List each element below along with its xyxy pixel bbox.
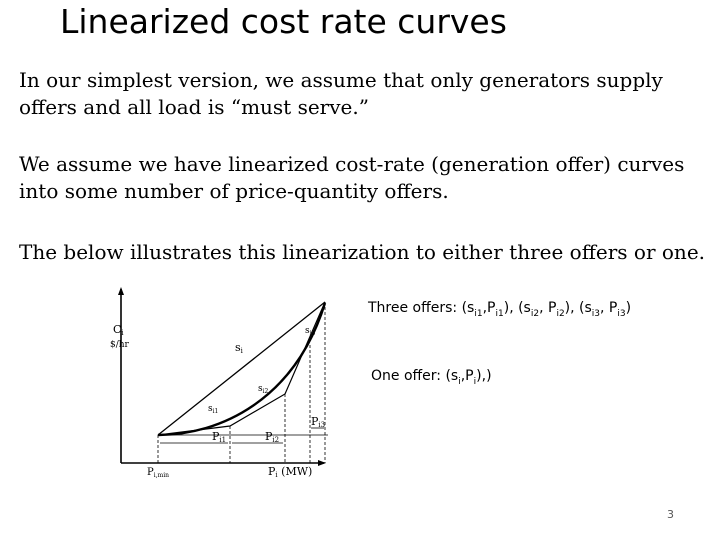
label-si: si <box>235 341 244 355</box>
label-pmin: Pi,min <box>147 467 169 479</box>
label-pi3: Pi3 <box>311 415 325 429</box>
one-offer-line <box>157 301 326 436</box>
y-label-c: Ci <box>113 323 124 337</box>
paragraph-line: offers and all load is “must serve.” <box>19 95 369 119</box>
x-axis-arrow <box>318 460 326 466</box>
paragraph-line: into some number of price-quantity offer… <box>19 179 449 203</box>
three-offer-lines <box>157 301 326 436</box>
paragraph-illustration: The below illustrates this linearization… <box>19 239 705 266</box>
slide-title: Linearized cost rate curves <box>60 2 507 41</box>
paragraph-line: In our simplest version, we assume that … <box>19 68 663 92</box>
paragraph-simplest-version: In our simplest version, we assume that … <box>19 67 663 121</box>
paragraph-linearized-curves: We assume we have linearized cost-rate (… <box>19 151 684 205</box>
cost-curve-svg: Ci $/hr si si1 si2 si3 Pi1 Pi2 Pi3 Pi,mi… <box>110 287 328 479</box>
one-offer-caption: One offer: (si,Pi),) <box>371 368 492 387</box>
paragraph-line: The below illustrates this linearization… <box>19 240 706 264</box>
label-si3: si3 <box>305 326 316 337</box>
page-number: 3 <box>667 508 674 521</box>
y-axis-arrow <box>118 287 124 295</box>
label-pi2: Pi2 <box>265 430 279 444</box>
label-pi1: Pi1 <box>212 430 226 444</box>
cost-curve <box>157 302 327 437</box>
paragraph-line: We assume we have linearized cost-rate (… <box>19 152 685 176</box>
x-axis-label: Pi (MW) <box>268 465 312 479</box>
y-label-unit: $/hr <box>110 340 130 350</box>
cost-curve-diagram: Ci $/hr si si1 si2 si3 Pi1 Pi2 Pi3 Pi,mi… <box>110 285 350 490</box>
label-si1: si1 <box>208 404 218 415</box>
three-offers-caption: Three offers: (si1,Pi1), (si2, Pi2), (si… <box>368 300 632 319</box>
label-si2: si2 <box>258 384 269 395</box>
